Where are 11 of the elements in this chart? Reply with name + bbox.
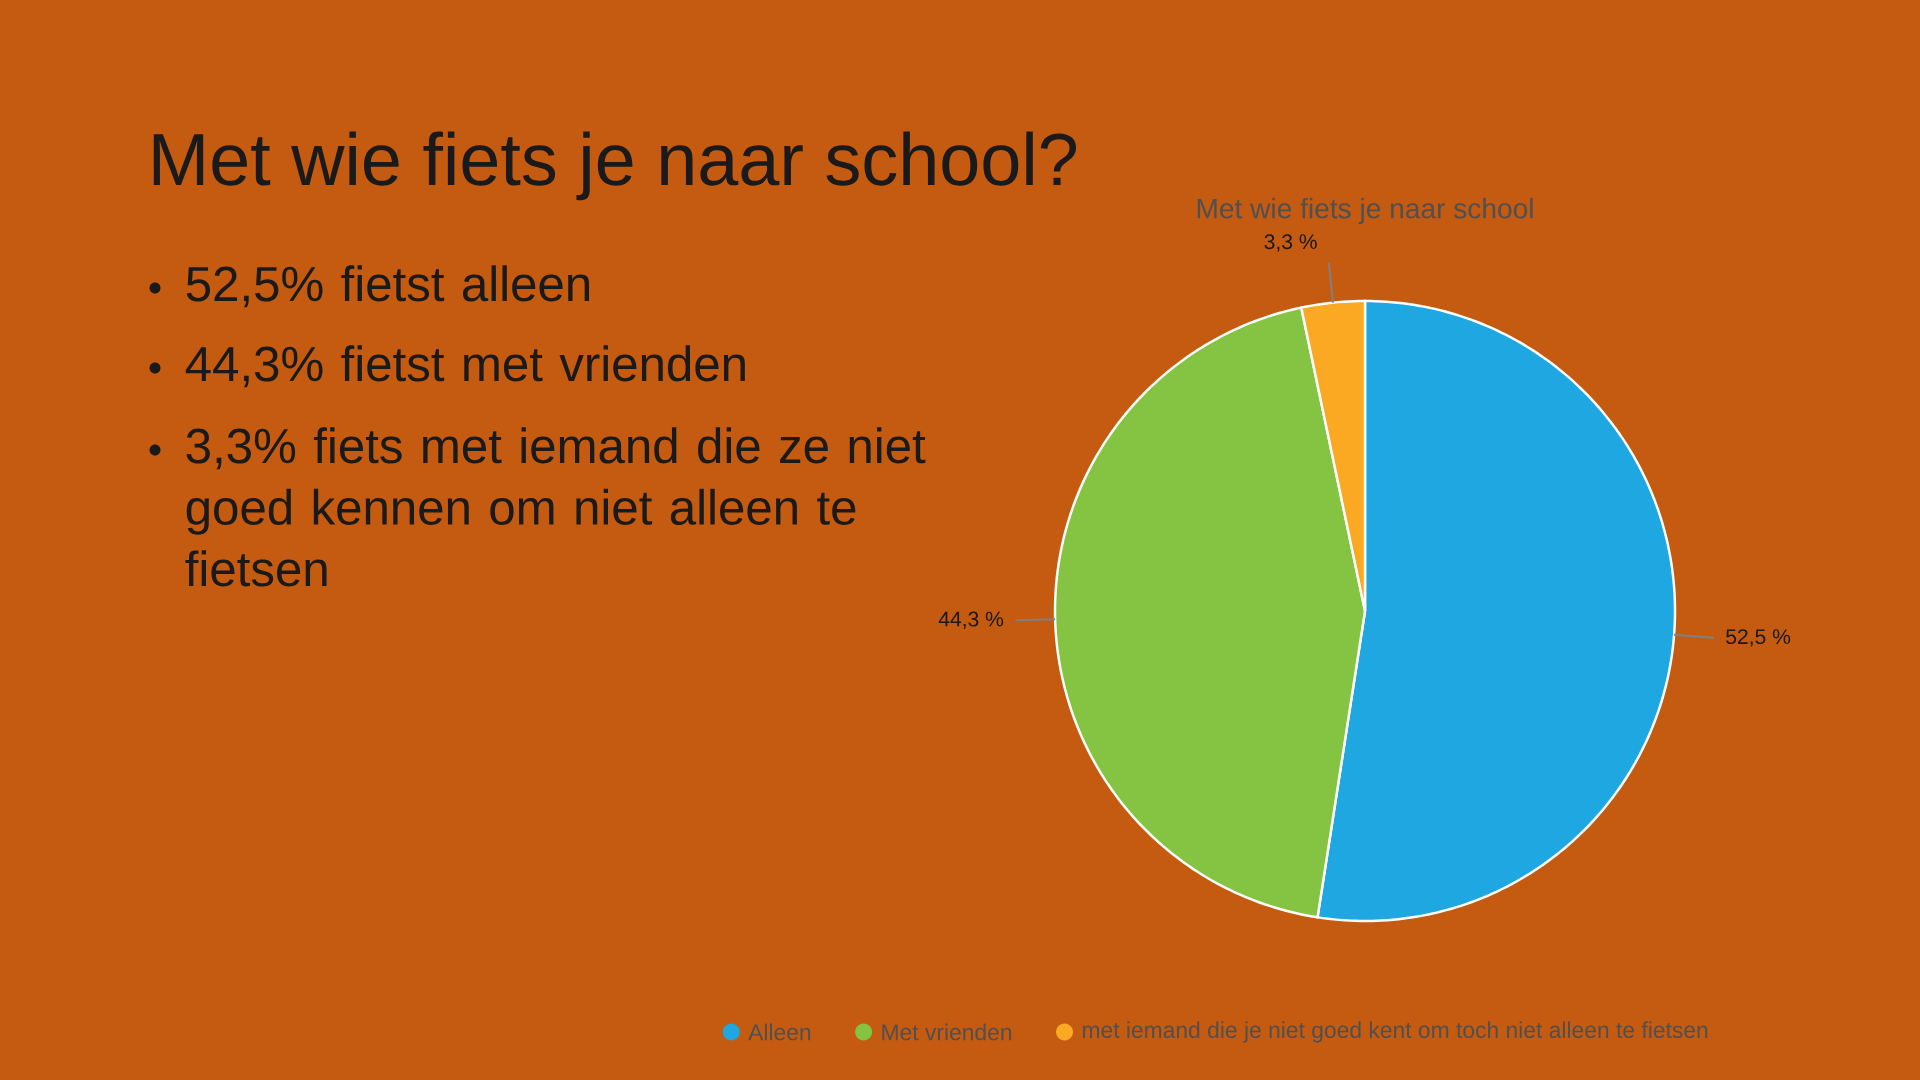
data-label: 44,3 %	[938, 611, 1004, 630]
chart-title: Met wie fiets je naar school?	[153, 131, 1077, 201]
text: 52,5% fietst alleen	[186, 265, 590, 308]
legend-label: met iemand die je niet goed kent om toch niet alleen te fietsen	[1082, 1021, 1708, 1043]
data-label: 3,3 %	[1264, 234, 1317, 252]
data-label: 52,5 %	[1726, 629, 1791, 647]
text: 3,3% fiets met iemand die ze niet goed kennen om niet alleen te fietsen	[185, 427, 926, 587]
legend-label: Met vrienden	[882, 1023, 1012, 1041]
legend-label: Alleen	[748, 1023, 811, 1041]
chart-subtitle: Met wie fiets je naar school	[1197, 197, 1533, 225]
text: 44,3% fietst met vrienden	[185, 345, 745, 388]
